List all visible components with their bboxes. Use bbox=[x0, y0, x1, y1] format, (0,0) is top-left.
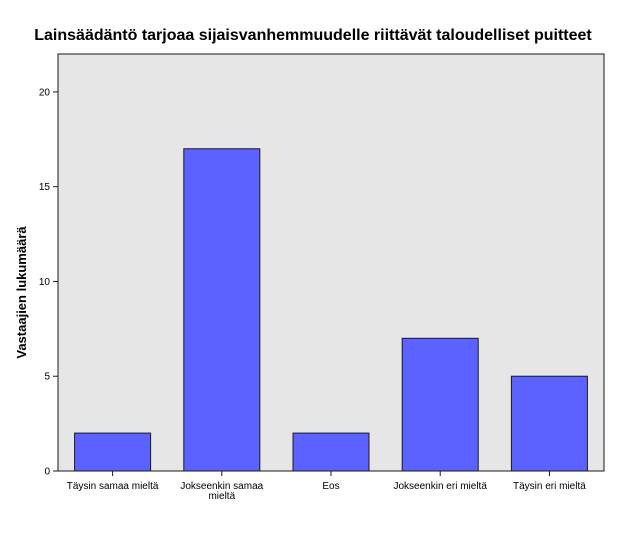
x-axis: Täysin samaa mieltä Jokseenkin samaa mielt… bbox=[67, 471, 586, 502]
x-tick-label-line: Täysin eri mieltä bbox=[513, 481, 586, 492]
y-tick-label: 15 bbox=[39, 182, 51, 193]
bars bbox=[74, 148, 588, 472]
x-tick-label: Täysin samaa mieltä bbox=[67, 481, 159, 492]
x-tick-label-line: Jokseenkin samaa bbox=[180, 481, 263, 492]
bar bbox=[292, 432, 370, 472]
x-tick-label-line: Jokseenkin eri mieltä bbox=[394, 481, 488, 492]
bar bbox=[74, 432, 152, 472]
y-tick-label: 0 bbox=[44, 467, 50, 478]
bar bbox=[183, 148, 261, 472]
y-tick-label: 20 bbox=[39, 87, 51, 98]
y-axis-label: Vastaajien lukumäärä bbox=[14, 226, 29, 359]
y-tick-label: 5 bbox=[44, 372, 50, 383]
x-tick-label-line: mieltä bbox=[208, 491, 235, 502]
bar bbox=[401, 337, 479, 472]
x-tick-label: Jokseenkin samaa mieltä bbox=[180, 481, 263, 502]
x-tick-label-line: Eos bbox=[322, 481, 339, 492]
x-tick-label-line: Täysin samaa mieltä bbox=[67, 481, 159, 492]
y-axis: 0 5 10 15 20 bbox=[39, 87, 58, 478]
x-tick-label: Täysin eri mieltä bbox=[513, 481, 586, 492]
y-tick-label: 10 bbox=[39, 277, 51, 288]
bar bbox=[510, 375, 588, 472]
x-tick-label: Jokseenkin eri mieltä bbox=[394, 481, 488, 492]
x-tick-label: Eos bbox=[322, 481, 339, 492]
chart-title: Lainsäädäntö tarjoaa sijaisvanhemmuudell… bbox=[34, 27, 592, 44]
